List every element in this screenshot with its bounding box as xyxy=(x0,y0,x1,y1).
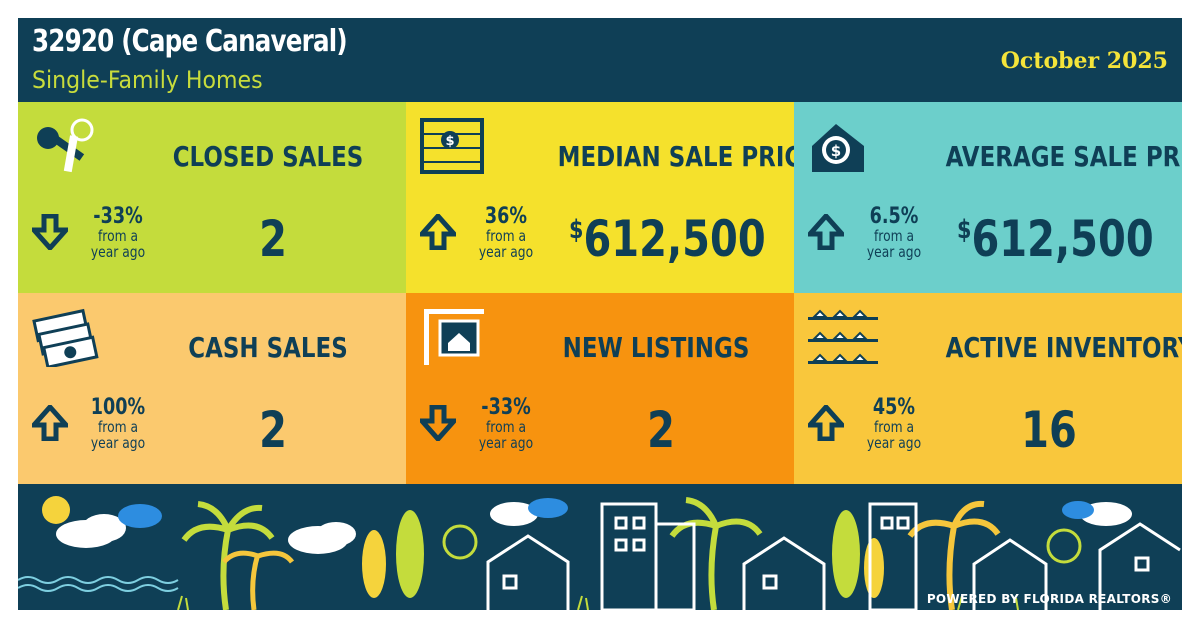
grass-icon xyxy=(177,595,1019,610)
stats-grid: CLOSED SALES -33% from a year ago 2 $ MEDIAN … xyxy=(18,102,1182,484)
house-dollar-icon: $ xyxy=(806,116,876,180)
change-percent: 100% xyxy=(90,395,146,420)
change-percent: -33% xyxy=(93,204,143,229)
report-period: October 2025 xyxy=(1000,48,1168,74)
stat-tile-new-listings: NEW LISTINGS -33% from a year ago 2 xyxy=(406,293,794,484)
page-subtitle: Single-Family Homes xyxy=(32,66,263,94)
stat-label: AVERAGE SALE PRICE xyxy=(945,140,1182,173)
stat-tile-cash-sales: CASH SALES 100% from a year ago 2 xyxy=(18,293,406,484)
currency-symbol: $ xyxy=(569,215,584,245)
change-caption: from a year ago xyxy=(90,227,146,261)
stat-value: 2 xyxy=(181,210,365,268)
change-percent: -33% xyxy=(481,395,531,420)
svg-text:$: $ xyxy=(831,142,841,160)
cash-icon xyxy=(30,307,100,371)
arrow-down-icon xyxy=(416,404,460,445)
infographic-frame: 32920 (Cape Canaveral) Single-Family Hom… xyxy=(18,18,1182,610)
currency-symbol: $ xyxy=(957,215,972,245)
stat-number: 2 xyxy=(259,401,287,459)
stat-tile-active-inventory: ACTIVE INVENTORY 45% from a year ago 16 xyxy=(794,293,1182,484)
stat-label: ACTIVE INVENTORY xyxy=(945,331,1182,364)
change-percent: 36% xyxy=(484,204,528,229)
stat-label: NEW LISTINGS xyxy=(562,331,750,364)
stat-value: $612,500 xyxy=(569,210,766,268)
abacus-icon: $ xyxy=(418,116,488,180)
page-title: 32920 (Cape Canaveral) xyxy=(32,24,348,59)
arrow-up-icon xyxy=(28,403,72,445)
stat-number: 16 xyxy=(1021,401,1077,459)
change-caption: from a year ago xyxy=(90,418,146,452)
arrow-up-icon xyxy=(804,212,848,254)
footer-skyline: POWERED BY FLORIDA REALTORS® xyxy=(18,484,1182,610)
stat-number: 2 xyxy=(647,401,675,459)
listing-sign-icon xyxy=(418,307,488,371)
palm-tree-icon xyxy=(181,497,1001,610)
blue-cloud-icon xyxy=(118,498,1094,528)
stat-value: 16 xyxy=(957,401,1141,459)
powered-by-label: POWERED BY FLORIDA REALTORS® xyxy=(926,592,1172,606)
stat-tile-median-sale-price: $ MEDIAN SALE PRICE 36% from a year ago $612… xyxy=(406,102,794,293)
change-percent: 45% xyxy=(872,395,916,420)
arrow-down-icon xyxy=(28,213,72,254)
tree-icon xyxy=(362,510,1082,598)
buildings-icon xyxy=(486,502,1181,610)
stat-number: 2 xyxy=(259,210,287,268)
stat-value: 2 xyxy=(569,401,753,459)
change-caption: from a year ago xyxy=(478,418,534,452)
keys-icon xyxy=(30,116,100,180)
change-caption: from a year ago xyxy=(866,227,922,261)
arrow-up-icon xyxy=(416,212,460,254)
change-caption: from a year ago xyxy=(866,418,922,452)
stat-value: 2 xyxy=(181,401,365,459)
stat-number: 612,500 xyxy=(583,210,766,268)
stat-number: 612,500 xyxy=(971,210,1154,268)
stat-value: $612,500 xyxy=(957,210,1154,268)
stat-tile-closed-sales: CLOSED SALES -33% from a year ago 2 xyxy=(18,102,406,293)
header: 32920 (Cape Canaveral) Single-Family Hom… xyxy=(18,18,1182,102)
change-percent: 6.5% xyxy=(869,204,919,229)
stat-tile-average-sale-price: $ AVERAGE SALE PRICE 6.5%from a year ago $6… xyxy=(794,102,1182,293)
stat-label: CLOSED SALES xyxy=(172,140,364,173)
stat-label: MEDIAN SALE PRICE xyxy=(557,140,794,173)
skyline-illustration xyxy=(18,496,1181,610)
stat-label: CASH SALES xyxy=(188,331,348,364)
arrow-up-icon xyxy=(804,403,848,445)
sun-icon xyxy=(42,496,70,524)
change-caption: from a year ago xyxy=(478,227,534,261)
svg-text:$: $ xyxy=(445,134,454,149)
houses-grid-icon xyxy=(806,307,880,371)
